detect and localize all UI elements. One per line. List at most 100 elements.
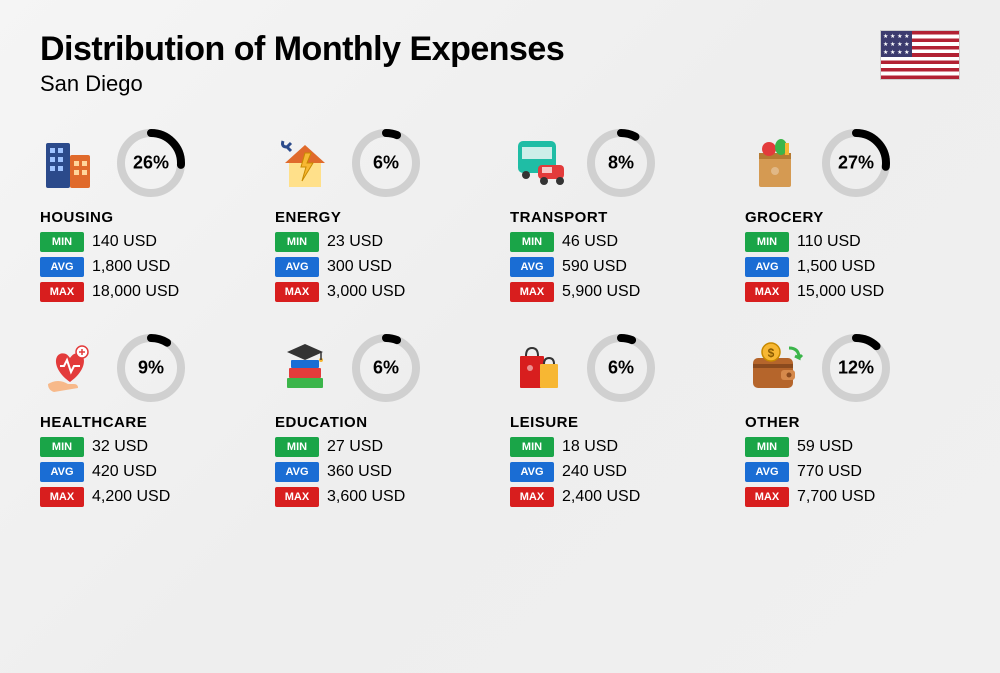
stat-row-avg: AVG 590 USD: [510, 257, 725, 277]
percent-label: 12%: [838, 358, 874, 379]
stat-row-min: MIN 23 USD: [275, 232, 490, 252]
stat-row-min: MIN 32 USD: [40, 437, 255, 457]
avg-badge: AVG: [275, 257, 319, 277]
stat-row-min: MIN 27 USD: [275, 437, 490, 457]
card-top: 6%: [510, 332, 725, 404]
avg-value: 1,500 USD: [797, 258, 875, 276]
category-grid: 26% HOUSING MIN 140 USD AVG 1,800 USD MA…: [40, 127, 960, 507]
stats: MIN 32 USD AVG 420 USD MAX 4,200 USD: [40, 437, 255, 507]
category-name: LEISURE: [510, 414, 725, 431]
category-card: 6% LEISURE MIN 18 USD AVG 240 USD MAX 2,…: [510, 332, 725, 507]
card-top: 9%: [40, 332, 255, 404]
max-badge: MAX: [40, 282, 84, 302]
bus-car-icon: [510, 133, 570, 193]
stat-row-max: MAX 4,200 USD: [40, 487, 255, 507]
max-value: 3,600 USD: [327, 488, 405, 506]
stat-row-avg: AVG 420 USD: [40, 462, 255, 482]
max-value: 4,200 USD: [92, 488, 170, 506]
stat-row-max: MAX 7,700 USD: [745, 487, 960, 507]
stats: MIN 59 USD AVG 770 USD MAX 7,700 USD: [745, 437, 960, 507]
stat-row-avg: AVG 770 USD: [745, 462, 960, 482]
percent-label: 6%: [373, 358, 399, 379]
percent-label: 9%: [138, 358, 164, 379]
min-value: 110 USD: [797, 233, 861, 251]
stats: MIN 110 USD AVG 1,500 USD MAX 15,000 USD: [745, 232, 960, 302]
svg-text:$: $: [768, 346, 775, 360]
category-card: 9% HEALTHCARE MIN 32 USD AVG 420 USD MAX…: [40, 332, 255, 507]
card-top: $ 12%: [745, 332, 960, 404]
percent-donut: 6%: [585, 332, 657, 404]
avg-value: 360 USD: [327, 463, 392, 481]
category-card: 8% TRANSPORT MIN 46 USD AVG 590 USD MAX …: [510, 127, 725, 302]
min-value: 32 USD: [92, 438, 148, 456]
flag-icon: [880, 30, 960, 80]
percent-donut: 27%: [820, 127, 892, 199]
stat-row-avg: AVG 240 USD: [510, 462, 725, 482]
avg-badge: AVG: [510, 257, 554, 277]
min-badge: MIN: [40, 437, 84, 457]
stat-row-avg: AVG 1,500 USD: [745, 257, 960, 277]
avg-value: 770 USD: [797, 463, 862, 481]
category-card: 27% GROCERY MIN 110 USD AVG 1,500 USD MA…: [745, 127, 960, 302]
header: Distribution of Monthly Expenses San Die…: [40, 30, 960, 97]
page-title: Distribution of Monthly Expenses: [40, 30, 564, 69]
stat-row-min: MIN 140 USD: [40, 232, 255, 252]
category-name: EDUCATION: [275, 414, 490, 431]
max-badge: MAX: [275, 487, 319, 507]
buildings-icon: [40, 133, 100, 193]
stat-row-max: MAX 5,900 USD: [510, 282, 725, 302]
card-top: 8%: [510, 127, 725, 199]
avg-badge: AVG: [745, 462, 789, 482]
stat-row-min: MIN 59 USD: [745, 437, 960, 457]
min-value: 23 USD: [327, 233, 383, 251]
energy-house-icon: [275, 133, 335, 193]
stats: MIN 27 USD AVG 360 USD MAX 3,600 USD: [275, 437, 490, 507]
min-badge: MIN: [745, 437, 789, 457]
min-value: 140 USD: [92, 233, 157, 251]
shopping-bags-icon: [510, 338, 570, 398]
avg-value: 420 USD: [92, 463, 157, 481]
avg-value: 300 USD: [327, 258, 392, 276]
max-badge: MAX: [510, 282, 554, 302]
percent-label: 26%: [133, 153, 169, 174]
category-card: 6% ENERGY MIN 23 USD AVG 300 USD MAX 3,0…: [275, 127, 490, 302]
stat-row-max: MAX 18,000 USD: [40, 282, 255, 302]
stat-row-max: MAX 2,400 USD: [510, 487, 725, 507]
min-value: 27 USD: [327, 438, 383, 456]
stat-row-avg: AVG 300 USD: [275, 257, 490, 277]
max-badge: MAX: [745, 282, 789, 302]
min-badge: MIN: [745, 232, 789, 252]
category-card: 6% EDUCATION MIN 27 USD AVG 360 USD MAX …: [275, 332, 490, 507]
heart-hand-icon: [40, 338, 100, 398]
max-value: 2,400 USD: [562, 488, 640, 506]
percent-label: 8%: [608, 153, 634, 174]
avg-badge: AVG: [275, 462, 319, 482]
max-badge: MAX: [275, 282, 319, 302]
title-block: Distribution of Monthly Expenses San Die…: [40, 30, 564, 97]
avg-badge: AVG: [40, 462, 84, 482]
percent-label: 6%: [373, 153, 399, 174]
percent-donut: 12%: [820, 332, 892, 404]
min-value: 46 USD: [562, 233, 618, 251]
max-value: 15,000 USD: [797, 283, 884, 301]
stat-row-max: MAX 15,000 USD: [745, 282, 960, 302]
avg-badge: AVG: [510, 462, 554, 482]
avg-value: 240 USD: [562, 463, 627, 481]
stats: MIN 18 USD AVG 240 USD MAX 2,400 USD: [510, 437, 725, 507]
wallet-money-icon: $: [745, 338, 805, 398]
grocery-bag-icon: [745, 133, 805, 193]
category-name: GROCERY: [745, 209, 960, 226]
card-top: 27%: [745, 127, 960, 199]
min-badge: MIN: [275, 437, 319, 457]
max-value: 3,000 USD: [327, 283, 405, 301]
category-name: HOUSING: [40, 209, 255, 226]
min-badge: MIN: [510, 232, 554, 252]
stats: MIN 140 USD AVG 1,800 USD MAX 18,000 USD: [40, 232, 255, 302]
percent-donut: 6%: [350, 332, 422, 404]
stats: MIN 46 USD AVG 590 USD MAX 5,900 USD: [510, 232, 725, 302]
category-name: OTHER: [745, 414, 960, 431]
card-top: 6%: [275, 332, 490, 404]
min-badge: MIN: [40, 232, 84, 252]
percent-donut: 8%: [585, 127, 657, 199]
percent-label: 27%: [838, 153, 874, 174]
